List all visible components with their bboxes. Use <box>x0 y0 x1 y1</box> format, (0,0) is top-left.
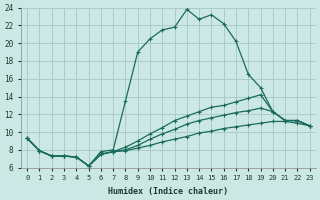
X-axis label: Humidex (Indice chaleur): Humidex (Indice chaleur) <box>108 187 228 196</box>
